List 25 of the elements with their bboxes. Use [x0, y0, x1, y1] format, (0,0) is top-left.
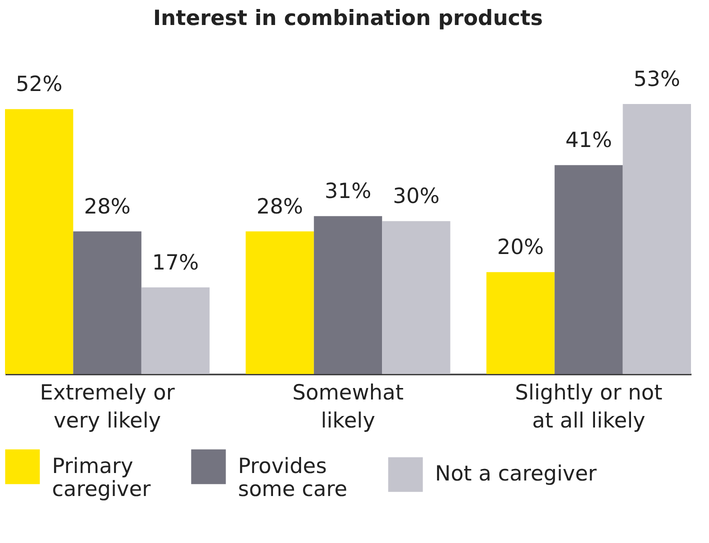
legend-label: Primary caregiver — [52, 454, 152, 501]
data-label: 52% — [16, 72, 62, 96]
data-label: 30% — [392, 184, 440, 208]
chart-title: Interest in combination products — [153, 6, 543, 30]
legend-label: Not a caregiver — [435, 462, 598, 486]
bar — [73, 231, 142, 374]
bar — [554, 165, 623, 374]
bar — [141, 287, 210, 374]
data-label: 53% — [634, 67, 680, 91]
data-label: 17% — [152, 250, 199, 274]
bar — [314, 216, 382, 374]
data-label: 28% — [84, 194, 131, 218]
bar — [382, 221, 450, 374]
bar — [5, 109, 74, 374]
data-label: 20% — [497, 235, 544, 260]
x-tick-label: Extremely or very likely — [40, 380, 176, 432]
data-label: 28% — [256, 194, 304, 218]
legend-label: Provides some care — [238, 454, 348, 501]
bar — [622, 104, 691, 374]
data-label: 31% — [324, 179, 372, 204]
data-label: 41% — [565, 128, 612, 152]
x-tick-label: Somewhat likely — [292, 380, 404, 432]
bar — [246, 231, 314, 374]
bar — [486, 272, 555, 374]
x-tick-label: Slightly or not at all likely — [515, 380, 662, 432]
